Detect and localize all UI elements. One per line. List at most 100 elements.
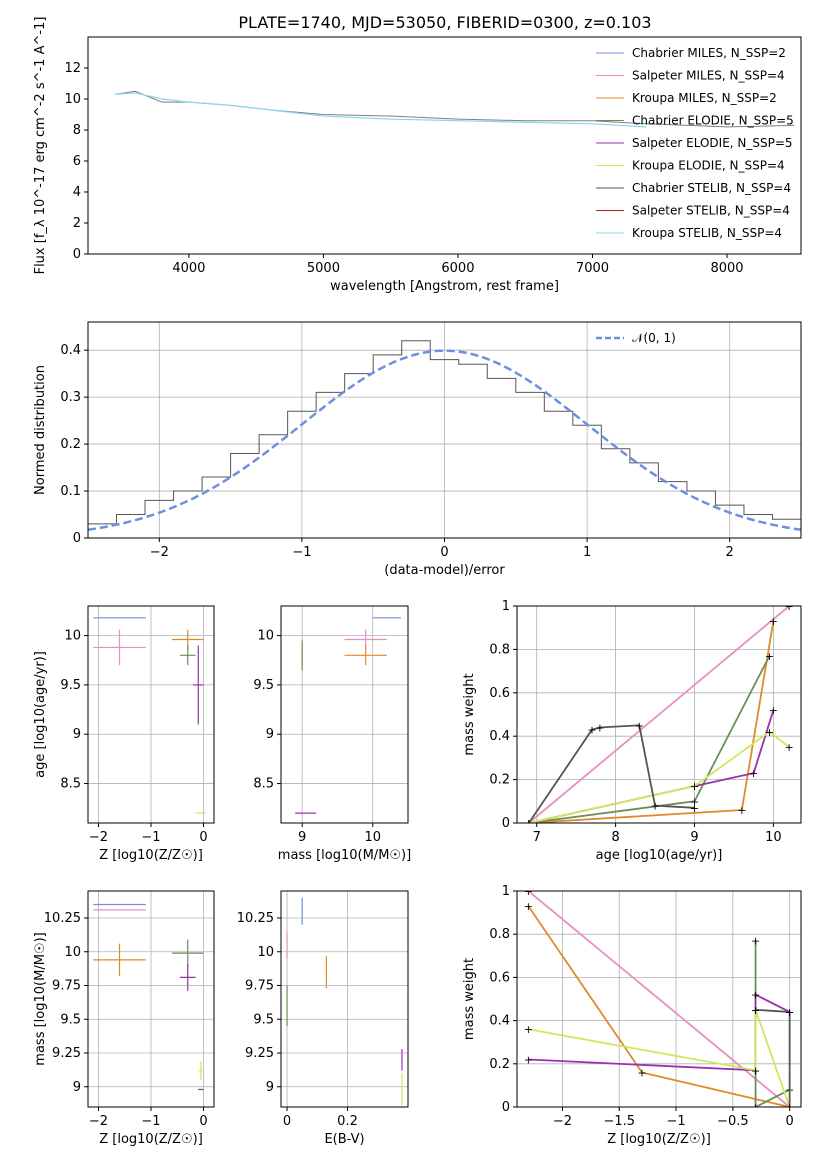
x-tick-label: 2 [726,545,734,560]
y-axis-label: mass [log10(M/M☉)] [33,932,48,1065]
series-marker: + [524,817,533,830]
plot-area [93,903,204,1091]
figure-title: PLATE=1740, MJD=53050, FIBERID=0300, z=0… [238,13,651,32]
series-marker: + [524,817,533,830]
errorbar-point [172,939,204,967]
legend-label: 𝒩(0, 1) [632,331,676,345]
series-marker: + [595,722,604,735]
legend-label: Chabrier STELIB, N_SSP=4 [632,181,791,195]
x-tick-label: −0.5 [717,1114,749,1129]
x-tick-label: −2 [553,1114,572,1129]
series-marker: + [587,724,596,737]
series-marker: + [637,1066,646,1079]
legend-label: Kroupa STELIB, N_SSP=4 [632,226,782,240]
x-tick-label: 9 [690,830,698,845]
series-line [528,606,790,823]
panel-spectrum: 4000 5000 6000 7000 8000 0 2 4 6 8 10 12 wavelength … [33,17,802,294]
x-axis-label: age [log10(age/yr)] [596,848,723,863]
x-axis-label: wavelength [Angstrom, rest frame] [330,279,559,294]
y-tick-label: 0.2 [489,773,510,788]
legend-label: Chabrier MILES, N_SSP=2 [632,46,786,60]
residual-histogram [88,340,801,538]
y-axis-label: Normed distribution [33,365,48,495]
x-tick-label: −1 [666,1114,685,1129]
legend-label: Kroupa ELODIE, N_SSP=4 [632,159,785,173]
x-axis-label: Z [log10(Z/Z☉)] [99,1132,203,1147]
panel-mass_vs_EBV: 0 0.2 9 9.25 9.5 9.75 10 10.25 E(B-V) [237,890,409,1147]
x-tick-label: 0 [199,830,207,845]
series-marker: + [737,804,746,817]
y-tick-label: 9.25 [245,1046,274,1061]
y-tick-label: 9.5 [60,678,81,693]
y-axis-label: mass weight [462,958,477,1040]
series-line [528,724,695,823]
x-tick-label: 0 [199,1114,207,1129]
panel-age_vs_mass: 9 10 8.5 9 9.5 10 mass [log10(M/M☉)] [253,605,411,863]
plot-area: +++++++++++++++++++ ++ + [524,606,794,830]
y-tick-label: 10 [64,92,81,107]
series-marker: + [524,817,533,830]
errorbar-point [93,629,146,666]
y-tick-label: 0.3 [60,390,81,405]
plot-area [114,90,795,128]
errorbar-point [179,963,196,991]
series-marker: + [524,817,533,830]
x-tick-label: 5000 [307,261,340,276]
spectrum-model-line [114,92,647,128]
series-marker: + [650,800,659,813]
series-marker: + [769,704,778,717]
y-tick-label: 10.25 [44,911,81,926]
y-tick-label: 1 [502,884,510,899]
y-tick-label: 9.5 [253,678,274,693]
y-tick-label: 8.5 [253,777,274,792]
series-marker: + [635,719,644,732]
series-marker: + [524,885,533,898]
y-tick-label: 9.75 [245,979,274,994]
y-tick-label: 0.8 [489,927,510,942]
series-marker: + [765,726,774,739]
errorbar-point [198,1061,204,1080]
x-tick-label: −1.5 [603,1114,635,1129]
axes-frame [280,605,409,824]
plot-area [295,617,401,814]
y-tick-label: 8.5 [60,777,81,792]
series-marker: + [751,1101,760,1114]
panels: 4000 5000 6000 7000 8000024681012wavelength … [33,17,802,1147]
series-line [528,730,790,823]
y-tick-label: 0.4 [489,729,510,744]
y-tick-label: 0 [502,816,510,831]
series-marker: + [785,741,794,754]
x-axis-label: mass [log10(M/M☉)] [278,848,411,863]
x-tick-label: 7 [533,830,541,845]
plot-area [88,340,801,538]
axes-frame [87,36,802,255]
errorbar-point [179,645,196,666]
y-tick-label: 10 [257,945,274,960]
x-tick-label: −1 [141,1114,160,1129]
y-tick-label: 4 [73,185,81,200]
series-marker: + [690,802,699,815]
series-marker: + [769,615,778,628]
x-tick-label: 7000 [576,261,609,276]
x-tick-label: −2 [150,545,169,560]
y-tick-label: 9.25 [52,1046,81,1061]
y-tick-label: 0.6 [489,970,510,985]
errorbar-point [93,943,146,977]
y-tick-label: 10.25 [237,911,274,926]
legend-label: Kroupa MILES, N_SSP=2 [632,91,777,105]
series-marker: + [524,817,533,830]
y-tick-label: 0.1 [60,484,81,499]
series-line [528,655,771,823]
y-tick-label: 6 [73,154,81,169]
series-marker: + [765,650,774,663]
series-marker: + [751,1004,760,1017]
x-tick-label: −1 [292,545,311,560]
legend: 𝒩(0, 1) [596,331,676,345]
y-axis-label: Flux [f_λ 10^-17 erg cm^-2 s^-1 A^-1] [33,17,48,275]
y-tick-label: 0 [73,247,81,262]
x-tick-label: 10 [765,830,782,845]
y-tick-label: 9 [73,1080,81,1095]
x-tick-label: 0.2 [337,1114,358,1129]
y-axis-label: mass weight [462,673,477,755]
axes-frame [516,890,802,1108]
